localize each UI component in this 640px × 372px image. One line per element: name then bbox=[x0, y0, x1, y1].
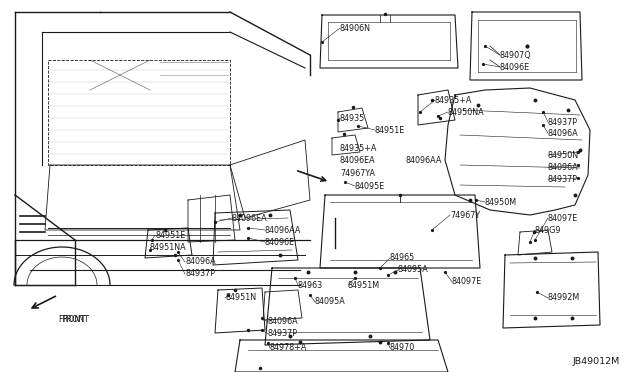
Text: 84096A: 84096A bbox=[548, 163, 579, 171]
Text: 84978+A: 84978+A bbox=[270, 343, 307, 353]
Text: 84935: 84935 bbox=[340, 113, 365, 122]
Text: 84096A: 84096A bbox=[185, 257, 216, 266]
Text: 84096A: 84096A bbox=[548, 128, 579, 138]
Text: FRONT: FRONT bbox=[62, 315, 89, 324]
Text: 84951E: 84951E bbox=[375, 125, 405, 135]
Text: 84095E: 84095E bbox=[355, 182, 385, 190]
Text: 84096E: 84096E bbox=[265, 237, 295, 247]
Text: 84950N: 84950N bbox=[548, 151, 579, 160]
Text: 84951M: 84951M bbox=[348, 280, 380, 289]
Text: JB49012M: JB49012M bbox=[573, 357, 620, 366]
Text: 84963: 84963 bbox=[298, 280, 323, 289]
Text: 84951NA: 84951NA bbox=[150, 243, 187, 251]
Text: 849G9: 849G9 bbox=[535, 225, 561, 234]
Text: 74967YA: 74967YA bbox=[340, 169, 375, 177]
Text: 84907Q: 84907Q bbox=[500, 51, 532, 60]
Text: 84992M: 84992M bbox=[548, 294, 580, 302]
Text: 84096E: 84096E bbox=[500, 62, 530, 71]
Text: 84951N: 84951N bbox=[225, 294, 256, 302]
Text: 84096AA: 84096AA bbox=[406, 155, 442, 164]
Text: 84937P: 84937P bbox=[268, 330, 298, 339]
Text: 84951E: 84951E bbox=[155, 231, 185, 240]
Text: 84096EA: 84096EA bbox=[232, 214, 268, 222]
Text: 84095A: 84095A bbox=[315, 298, 346, 307]
Text: 84095A: 84095A bbox=[398, 266, 429, 275]
Text: 74967Y: 74967Y bbox=[450, 211, 480, 219]
Text: 84937P: 84937P bbox=[548, 174, 578, 183]
Text: 84970: 84970 bbox=[390, 343, 415, 353]
Text: 84096A: 84096A bbox=[268, 317, 299, 327]
Text: 84096AA: 84096AA bbox=[265, 225, 301, 234]
Text: FRONT: FRONT bbox=[58, 315, 85, 324]
Text: 84950NA: 84950NA bbox=[448, 108, 484, 116]
Text: 84935+A: 84935+A bbox=[435, 96, 472, 105]
Text: 84965: 84965 bbox=[390, 253, 415, 263]
Text: 84937P: 84937P bbox=[548, 118, 578, 126]
Text: 84096EA: 84096EA bbox=[340, 155, 376, 164]
Text: 84950M: 84950M bbox=[485, 198, 517, 206]
Text: 84097E: 84097E bbox=[548, 214, 579, 222]
Text: 84906N: 84906N bbox=[340, 23, 371, 32]
Text: 84937P: 84937P bbox=[185, 269, 215, 279]
Text: 84097E: 84097E bbox=[452, 278, 483, 286]
Text: 84935+A: 84935+A bbox=[340, 144, 378, 153]
